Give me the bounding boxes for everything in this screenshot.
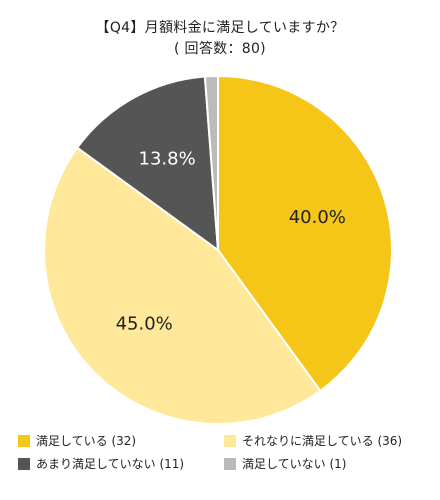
data-label-somewhat-satisfied: 45.0%: [116, 313, 173, 334]
data-label-not-very-satisfied: 13.8%: [139, 148, 196, 169]
legend-item-not-satisfied: 満足していない (1): [224, 456, 346, 472]
chart-subtitle: ( 回答数：80): [174, 41, 266, 57]
legend-item-satisfied: 満足している (32): [18, 433, 136, 449]
legend-item-not-very-satisfied: あまり満足していない (11): [18, 456, 184, 472]
legend-swatch-satisfied: [18, 435, 30, 447]
data-label-satisfied: 40.0%: [289, 207, 346, 228]
legend-item-somewhat-satisfied: それなりに満足している (36): [224, 433, 402, 449]
legend-swatch-not-very-satisfied: [18, 458, 30, 470]
legend-label-not-satisfied: 満足していない (1): [242, 457, 347, 471]
pie-slice-not-satisfied: [203, 74, 219, 251]
legend-label-satisfied: 満足している (32): [36, 434, 137, 448]
legend-swatch-somewhat-satisfied: [224, 435, 236, 447]
pie-slice-satisfied: [217, 75, 393, 392]
pie-slice-not-very-satisfied: [76, 75, 219, 251]
legend-label-not-very-satisfied: あまり満足していない (11): [36, 457, 185, 471]
legend-label-somewhat-satisfied: それなりに満足している (36): [242, 434, 403, 448]
legend-swatch-not-satisfied: [224, 458, 236, 470]
pie-slice-somewhat-satisfied: [43, 146, 322, 425]
chart-title: 【Q4】月額料金に満足していますか？: [95, 20, 345, 36]
